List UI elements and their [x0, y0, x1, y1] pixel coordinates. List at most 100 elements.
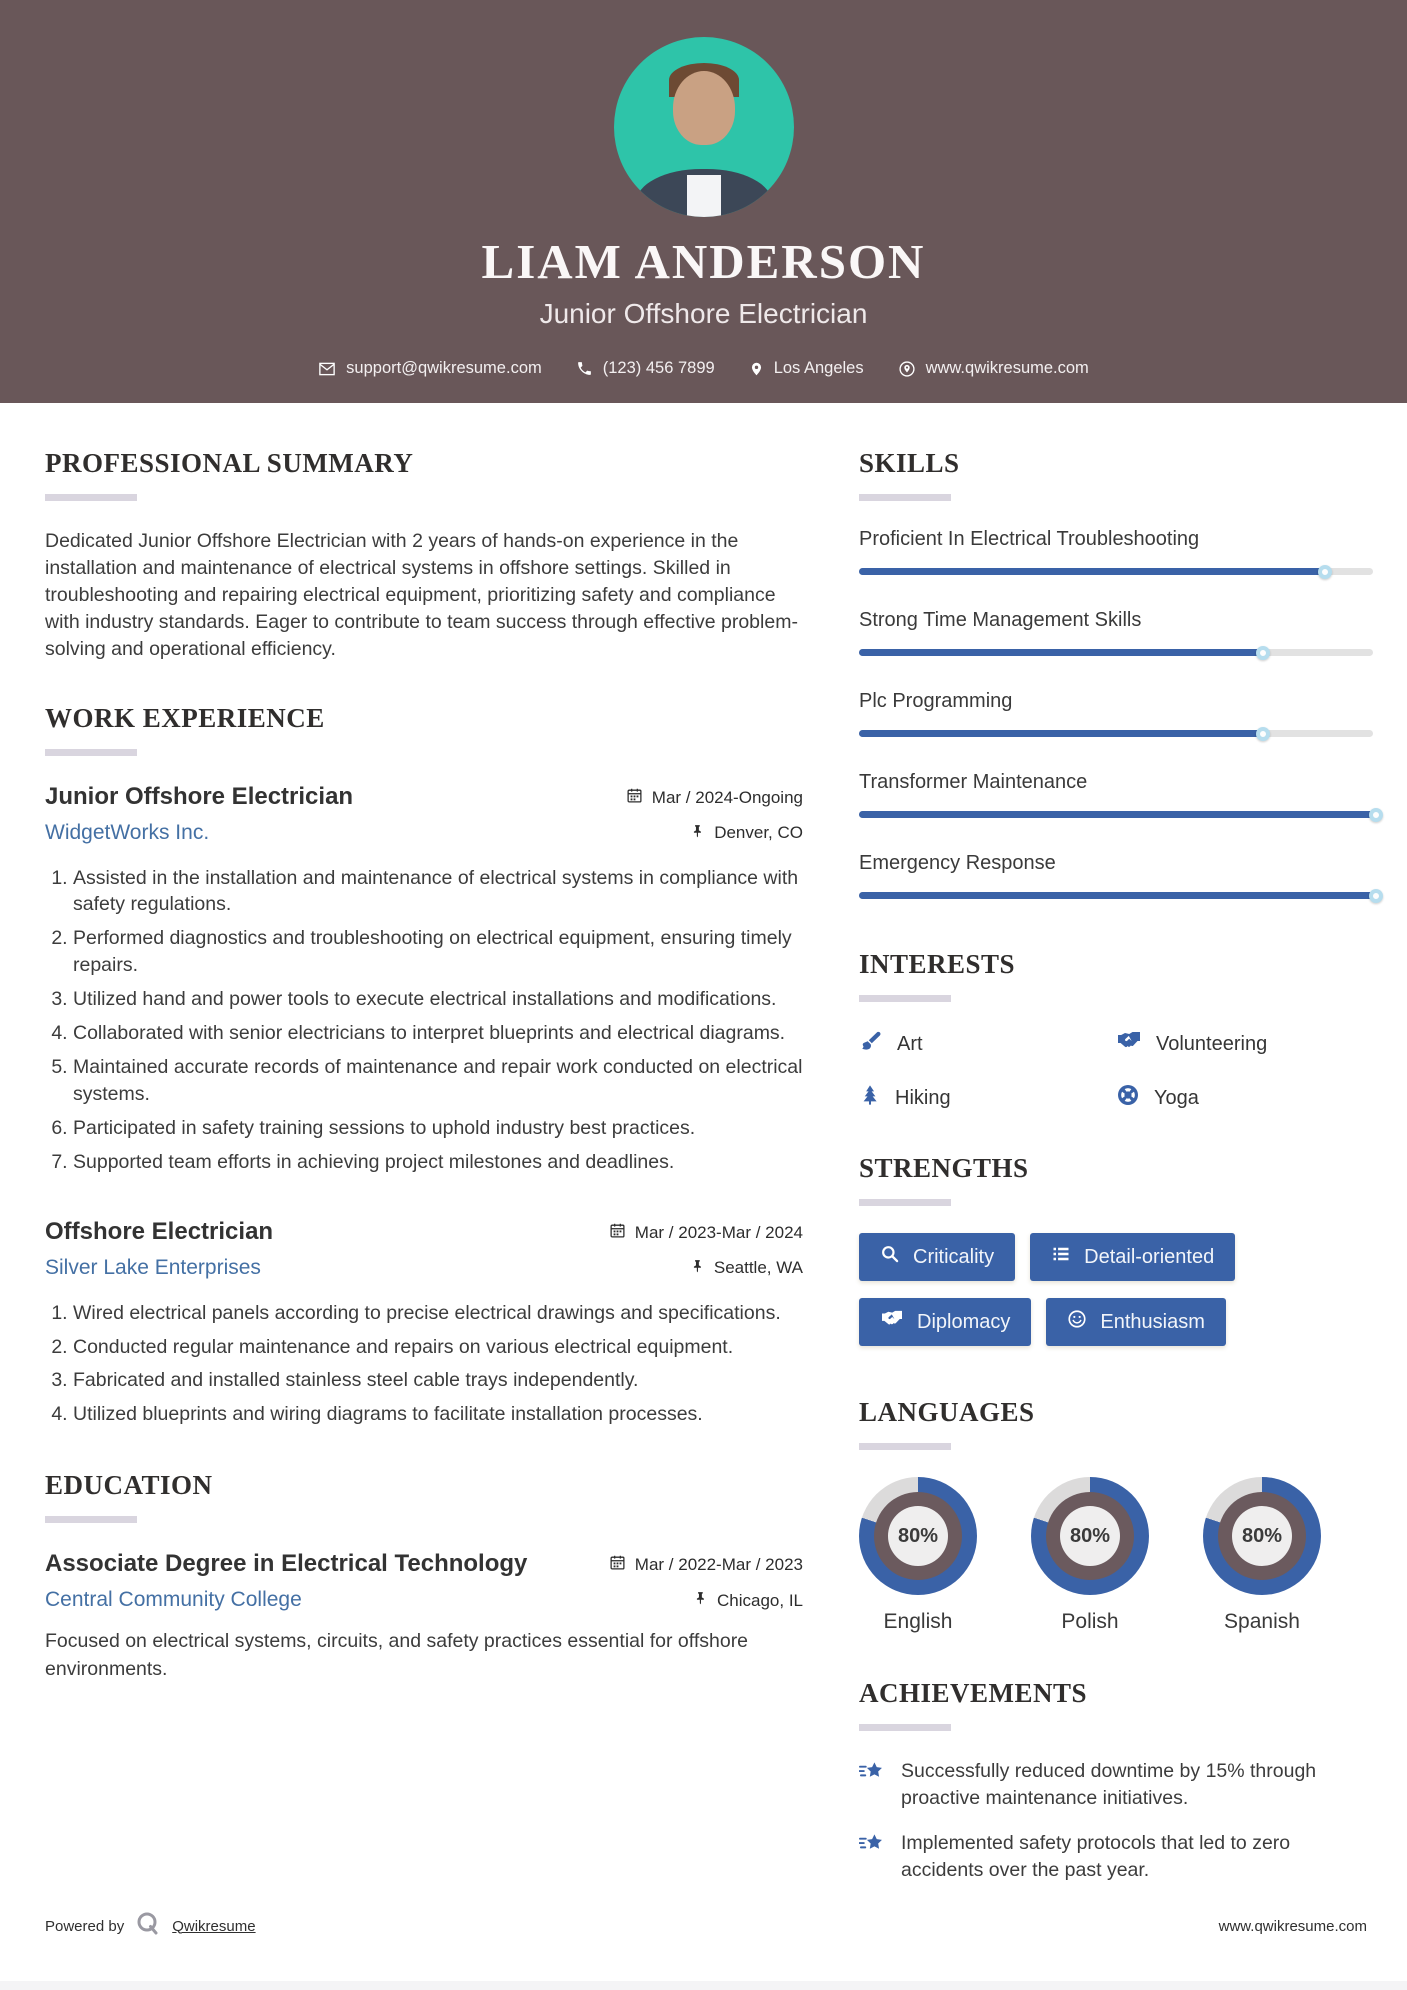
language-donut: 80%: [1031, 1477, 1149, 1595]
strength-badge-diplomacy[interactable]: Diplomacy: [859, 1298, 1032, 1346]
skill-item: Transformer Maintenance: [859, 771, 1383, 822]
footer-website-link[interactable]: www.qwikresume.com: [1218, 1917, 1367, 1935]
languages-heading: LANGUAGES: [859, 1397, 1035, 1427]
interest-item: Volunteering: [1116, 1029, 1373, 1059]
section-rule: [859, 1443, 951, 1450]
handshake-icon: [1116, 1030, 1142, 1058]
language-donut: 80%: [859, 1477, 977, 1595]
job-dates: Mar / 2024-Ongoing: [626, 787, 803, 809]
candidate-name: LIAM ANDERSON: [481, 234, 926, 289]
section-rule: [45, 494, 137, 501]
job-bullet: Wired electrical panels according to pre…: [73, 1300, 803, 1327]
company-link[interactable]: Silver Lake Enterprises: [45, 1255, 261, 1279]
shooting-star-icon: [858, 1830, 886, 1883]
achievement-item: Implemented safety protocols that led to…: [858, 1830, 1373, 1883]
experience-heading: WORK EXPERIENCE: [45, 702, 325, 733]
right-column: SKILLS Proficient In Electrical Troubles…: [858, 448, 1383, 1903]
section-rule: [859, 1724, 951, 1731]
section-rule: [45, 1516, 137, 1524]
globe-icon: [898, 360, 916, 378]
job-bullet: Fabricated and installed stainless steel…: [73, 1367, 803, 1394]
language-item: 80% Spanish: [1203, 1477, 1321, 1634]
skill-bar: [859, 564, 1373, 579]
section-rule: [859, 1199, 951, 1206]
calendar-icon: [609, 1222, 626, 1244]
skill-label: Proficient In Electrical Troubleshooting: [859, 528, 1200, 550]
job-location: Denver, CO: [691, 823, 803, 844]
skill-label: Emergency Response: [859, 852, 1056, 874]
phone-icon: [576, 360, 593, 377]
job-title: Junior Offshore Electrician: [45, 782, 354, 810]
skill-bar: [859, 645, 1373, 660]
powered-by: Powered by Qwikresume: [45, 1910, 256, 1942]
strength-badge-criticality[interactable]: Criticality: [859, 1233, 1016, 1281]
contact-phone[interactable]: (123) 456 7899: [576, 359, 715, 378]
slider-handle[interactable]: [1255, 645, 1270, 660]
language-percent: 80%: [888, 1506, 948, 1566]
interest-item: Art: [859, 1029, 1116, 1059]
language-donut: 80%: [1203, 1477, 1321, 1595]
smiley-icon: [1067, 1309, 1087, 1335]
section-rule: [859, 494, 951, 501]
paintbrush-icon: [859, 1029, 883, 1059]
list-icon: [1051, 1244, 1071, 1270]
profile-photo: [613, 37, 794, 217]
language-label: English: [883, 1610, 953, 1633]
avatar-head: [672, 71, 735, 145]
search-icon: [880, 1244, 900, 1270]
education-description: Focused on electrical systems, circuits,…: [45, 1630, 749, 1680]
languages-row: 80% English 80% Polish 80% Sp: [859, 1477, 1373, 1634]
language-percent: 80%: [1060, 1506, 1120, 1566]
calendar-icon: [609, 1554, 626, 1576]
contact-row: support@qwikresume.com (123) 456 7899 Lo…: [0, 359, 1407, 378]
language-label: Spanish: [1224, 1610, 1300, 1633]
skill-bar: [859, 888, 1383, 903]
pushpin-icon: [694, 1590, 708, 1611]
school-link[interactable]: Central Community College: [45, 1588, 302, 1612]
envelope-icon: [318, 360, 336, 378]
skill-label: Transformer Maintenance: [859, 771, 1088, 793]
job-entry: Junior Offshore Electrician Mar / 2024-O…: [45, 783, 803, 1176]
company-link[interactable]: WidgetWorks Inc.: [45, 820, 210, 844]
education-entry: Associate Degree in Electrical Technolog…: [45, 1550, 803, 1683]
slider-handle[interactable]: [1369, 807, 1383, 822]
job-bullet: Assisted in the installation and mainten…: [73, 865, 803, 919]
avatar-shirt: [686, 175, 721, 217]
job-bullet-list: Assisted in the installation and mainten…: [45, 865, 803, 1176]
contact-website[interactable]: www.qwikresume.com: [898, 359, 1089, 378]
slider-handle[interactable]: [1255, 726, 1270, 741]
skill-item: Strong Time Management Skills: [859, 609, 1373, 660]
slider-handle[interactable]: [1369, 888, 1383, 903]
strength-badge-detail-oriented[interactable]: Detail-oriented: [1030, 1233, 1236, 1281]
skills-heading: SKILLS: [859, 448, 960, 478]
qwikresume-link[interactable]: Qwikresume: [172, 1917, 256, 1935]
degree-title: Associate Degree in Electrical Technolog…: [45, 1550, 528, 1578]
summary-heading: PROFESSIONAL SUMMARY: [45, 448, 414, 478]
job-bullet: Conducted regular maintenance and repair…: [73, 1334, 803, 1361]
job-bullet: Performed diagnostics and troubleshootin…: [73, 925, 803, 979]
handshake-icon: [880, 1309, 904, 1335]
interest-item: Hiking: [859, 1083, 1116, 1113]
slider-handle[interactable]: [1317, 564, 1332, 579]
life-ring-icon: [1116, 1083, 1140, 1113]
contact-location: Los Angeles: [749, 359, 864, 378]
skill-label: Strong Time Management Skills: [859, 609, 1142, 631]
qwikresume-logo-icon: [134, 1910, 162, 1942]
job-bullet: Collaborated with senior electricians to…: [73, 1020, 803, 1047]
language-item: 80% English: [859, 1477, 977, 1634]
education-dates: Mar / 2022-Mar / 2023: [609, 1554, 803, 1576]
left-column: PROFESSIONAL SUMMARY Dedicated Junior Of…: [45, 448, 803, 1903]
job-entry: Offshore Electrician Mar / 2023-Mar / 20…: [45, 1218, 803, 1429]
education-heading: EDUCATION: [45, 1470, 213, 1501]
tree-icon: [859, 1083, 881, 1113]
pushpin-icon: [691, 823, 705, 844]
job-bullet: Maintained accurate records of maintenan…: [73, 1054, 803, 1108]
strength-badge-enthusiasm[interactable]: Enthusiasm: [1046, 1298, 1226, 1346]
bottom-strip: [0, 1981, 1407, 1990]
achievement-item: Successfully reduced downtime by 15% thr…: [858, 1758, 1373, 1811]
job-bullet: Supported team efforts in achieving proj…: [73, 1149, 803, 1176]
job-title: Offshore Electrician: [45, 1217, 274, 1245]
skill-item: Plc Programming: [859, 690, 1373, 741]
contact-email[interactable]: support@qwikresume.com: [318, 359, 542, 378]
